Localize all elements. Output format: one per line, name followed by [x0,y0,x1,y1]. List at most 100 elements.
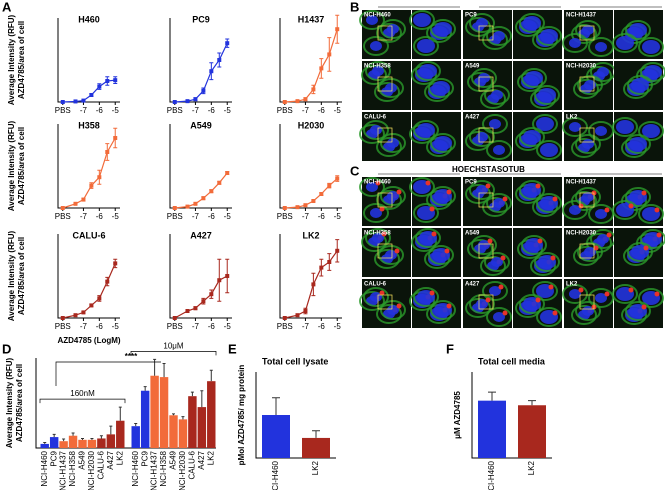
aso-signal [485,297,491,303]
x-tick-label: PBS [167,212,183,221]
cytoskeleton [415,61,441,81]
data-point [81,197,86,202]
x-tick-label: NCI-H358 [68,450,77,486]
cytoskeleton [363,36,389,56]
cytoskeleton [465,131,491,151]
micrograph-label: A427 [465,282,480,288]
cytoskeleton [380,300,406,320]
x-tick-label: -6 [96,106,104,115]
data-point [193,97,198,102]
x-tick-label: CALU-6 [96,450,105,479]
cytoskeleton [536,26,562,46]
data-point [217,180,222,185]
data-point [73,99,78,104]
error-bar [71,432,75,436]
cytoskeleton [413,287,439,307]
aso-signal [548,284,554,290]
bar [40,443,49,448]
nucleus [366,182,378,192]
x-tick-label: -7 [192,322,200,331]
group-bracket [39,398,126,404]
panel-letter: B [350,0,359,14]
error-bar [181,416,185,420]
x-tick-label: PBS [167,106,183,115]
data-point [295,205,300,210]
bar [140,390,150,448]
nucleus [525,71,543,85]
stain-label: ASO [491,165,508,174]
chart-title: Total cell media [478,356,546,366]
x-tick-label: LK2 [115,450,124,465]
cytoskeleton [519,127,545,147]
data-point [335,248,340,253]
cytoskeleton [376,137,402,157]
bar [302,437,330,458]
nucleus [538,88,556,102]
x-tick-label: CALU-6 [187,450,196,479]
data-point [97,296,102,301]
cytoskeleton [484,85,510,105]
panel-letter: E [228,341,237,356]
x-axis-label: AZD4785 (LogM) [57,336,120,345]
x-tick-label: -6 [318,212,326,221]
zoom-box [579,243,595,259]
x-tick-label: -5 [112,212,120,221]
aso-signal [604,291,610,297]
data-point [81,310,86,315]
x-tick-label: -7 [80,212,88,221]
data-point [201,299,206,304]
zoom-box [478,192,494,208]
data-point [201,88,206,93]
chart-title: H1437 [298,14,325,24]
x-tick-label: -7 [302,322,310,331]
nucleus [629,23,647,37]
micrograph-label: A549 [465,64,480,70]
cytoskeleton [625,187,651,207]
bar [131,426,140,448]
aso-signal [552,196,558,202]
cytoskeleton [519,294,545,314]
nucleus [595,293,607,303]
x-tick-label: -6 [208,212,216,221]
nucleus [372,233,384,243]
cytoskeleton [363,120,389,140]
x-tick-label: NCI-H460 [271,460,280,490]
x-tick-label: NCI-H1437 [59,450,68,490]
data-point [311,199,316,203]
error-bar [81,437,84,440]
cytoskeleton [465,17,491,37]
nucleus [489,119,501,129]
cytoskeleton [640,229,665,249]
nucleus [582,139,594,149]
error-bar [162,362,166,378]
cytoskeleton [571,138,597,158]
cytoskeleton [562,117,588,137]
cytoskeleton [519,13,545,33]
cytoskeleton [374,82,400,102]
micrograph-label: LK2 [566,115,578,121]
aso-signal [375,180,381,186]
nucleus [569,205,581,215]
cytoskeleton [573,246,599,266]
cytoskeleton [534,85,560,105]
micrograph-label: LK2 [566,282,578,288]
aso-signal [396,189,402,195]
aso-signal [498,284,504,290]
y-axis-label: AZD4785/area of cell [17,127,26,205]
micrograph-label: A427 [465,115,480,121]
bar [188,396,197,448]
data-point [209,189,214,194]
x-tick-label: -6 [318,106,326,115]
group-bracket [130,351,217,356]
micrograph-label: PC9 [465,180,477,186]
aso-signal [641,190,647,196]
nucleus [629,137,647,151]
cytoskeleton [588,288,614,308]
cytoskeleton [521,68,547,88]
axis [169,234,232,319]
chart-title: H2030 [298,120,325,130]
aso-signal [446,303,452,309]
cytoskeleton [430,19,456,39]
cytoskeleton [413,36,439,56]
nucleus [616,36,634,50]
